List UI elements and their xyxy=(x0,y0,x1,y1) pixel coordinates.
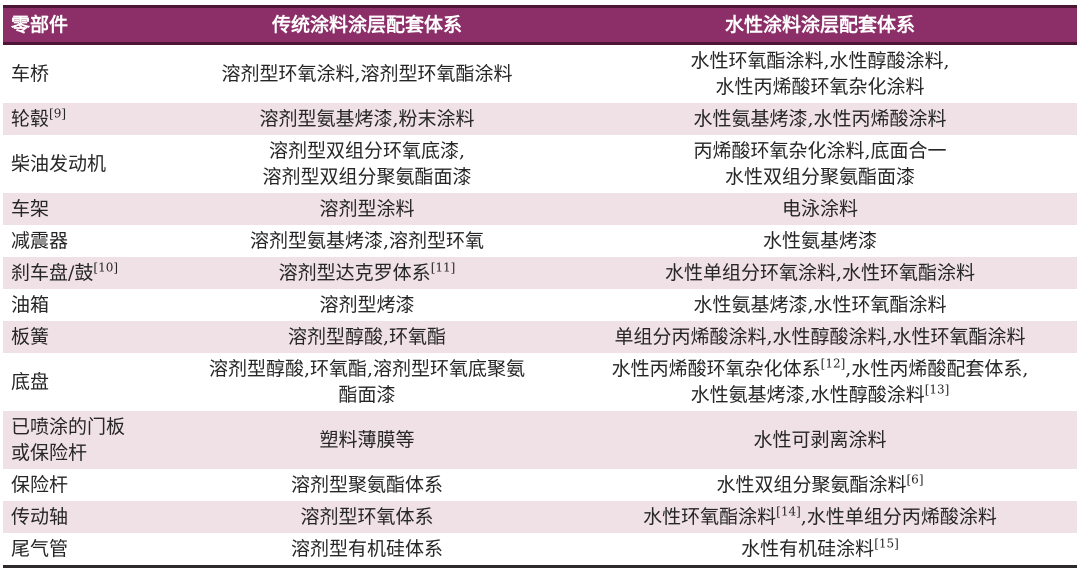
table-row: 车架 溶剂型涂料 电泳涂料 xyxy=(3,193,1077,225)
col-header-part: 零部件 xyxy=(3,5,171,45)
traditional-cell: 溶剂型氨基烤漆,粉末涂料 xyxy=(171,103,563,135)
waterborne-cell: 水性氨基烤漆 xyxy=(762,230,877,252)
part-cell: 尾气管 xyxy=(11,538,69,560)
traditional-cell: 溶剂型聚氨酯体系 xyxy=(290,474,443,496)
traditional-cell: 溶剂型烤漆 xyxy=(319,294,415,316)
waterborne-cell: 水性丙烯酸环氧杂化体系[12],水性丙烯酸配套体系, 水性氨基烤漆,水性醇酸涂料… xyxy=(611,356,1029,406)
part-cell: 已喷涂的门板 或保险杆 xyxy=(3,411,171,469)
table-row: 板簧 溶剂型醇酸,环氧酯 单组分丙烯酸涂料,水性醇酸涂料,水性环氧酯涂料 xyxy=(3,321,1077,353)
part-cell: 底盘 xyxy=(11,371,50,393)
waterborne-cell: 水性氨基烤漆,水性环氧酯涂料 xyxy=(693,294,947,316)
traditional-cell: 溶剂型氨基烤漆,溶剂型环氧 xyxy=(249,230,485,252)
traditional-cell: 溶剂型环氧体系 xyxy=(171,501,563,533)
traditional-cell: 溶剂型达克罗体系[11] xyxy=(171,257,563,289)
table-row: 尾气管 溶剂型有机硅体系 水性有机硅涂料[15] xyxy=(3,533,1077,567)
waterborne-cell: 水性有机硅涂料[15] xyxy=(741,536,899,560)
part-cell: 轮毂[9] xyxy=(3,103,171,135)
part-cell: 保险杆 xyxy=(11,474,69,496)
part-cell: 传动轴 xyxy=(3,501,171,533)
table-row: 柴油发动机 溶剂型双组分环氧底漆, 溶剂型双组分聚氨酯面漆 丙烯酸环氧杂化涂料,… xyxy=(3,135,1077,193)
waterborne-cell: 单组分丙烯酸涂料,水性醇酸涂料,水性环氧酯涂料 xyxy=(563,321,1077,353)
table-row: 刹车盘/鼓[10] 溶剂型达克罗体系[11] 水性单组分环氧涂料,水性环氧酯涂料 xyxy=(3,257,1077,289)
table-row: 减震器 溶剂型氨基烤漆,溶剂型环氧 水性氨基烤漆 xyxy=(3,225,1077,257)
part-cell: 油箱 xyxy=(11,294,50,316)
waterborne-cell: 电泳涂料 xyxy=(563,193,1077,225)
table-body: 车桥 溶剂型环氧涂料,溶剂型环氧酯涂料 水性环氧酯涂料,水性醇酸涂料, 水性丙烯… xyxy=(3,44,1077,567)
waterborne-cell: 水性单组分环氧涂料,水性环氧酯涂料 xyxy=(563,257,1077,289)
part-cell: 车架 xyxy=(3,193,171,225)
waterborne-cell: 丙烯酸环氧杂化涂料,底面合一 水性双组分聚氨酯面漆 xyxy=(693,140,947,188)
waterborne-cell: 水性氨基烤漆,水性丙烯酸涂料 xyxy=(563,103,1077,135)
table-row: 轮毂[9] 溶剂型氨基烤漆,粉末涂料 水性氨基烤漆,水性丙烯酸涂料 xyxy=(3,103,1077,135)
col-header-traditional: 传统涂料涂层配套体系 xyxy=(171,5,563,45)
header-row: 零部件 传统涂料涂层配套体系 水性涂料涂层配套体系 xyxy=(3,5,1077,45)
part-cell: 柴油发动机 xyxy=(11,153,107,175)
table-row: 油箱 溶剂型烤漆 水性氨基烤漆,水性环氧酯涂料 xyxy=(3,289,1077,321)
table-row: 保险杆 溶剂型聚氨酯体系 水性双组分聚氨酯涂料[6] xyxy=(3,469,1077,501)
waterborne-cell: 水性可剥离涂料 xyxy=(563,411,1077,469)
table-row: 底盘 溶剂型醇酸,环氧酯,溶剂型环氧底聚氨 酯面漆 水性丙烯酸环氧杂化体系[12… xyxy=(3,353,1077,411)
table-header: 零部件 传统涂料涂层配套体系 水性涂料涂层配套体系 xyxy=(3,5,1077,45)
traditional-cell: 塑料薄膜等 xyxy=(171,411,563,469)
coating-comparison-table: 零部件 传统涂料涂层配套体系 水性涂料涂层配套体系 车桥 溶剂型环氧涂料,溶剂型… xyxy=(3,5,1077,568)
traditional-cell: 溶剂型双组分环氧底漆, 溶剂型双组分聚氨酯面漆 xyxy=(262,140,472,188)
traditional-cell: 溶剂型涂料 xyxy=(171,193,563,225)
part-cell: 板簧 xyxy=(3,321,171,353)
waterborne-cell: 水性双组分聚氨酯涂料[6] xyxy=(716,472,924,496)
traditional-cell: 溶剂型醇酸,环氧酯 xyxy=(171,321,563,353)
waterborne-cell: 水性环氧酯涂料[14],水性单组分丙烯酸涂料 xyxy=(563,501,1077,533)
table-row: 车桥 溶剂型环氧涂料,溶剂型环氧酯涂料 水性环氧酯涂料,水性醇酸涂料, 水性丙烯… xyxy=(3,44,1077,104)
part-cell: 减震器 xyxy=(11,230,69,252)
traditional-cell: 溶剂型有机硅体系 xyxy=(290,538,443,560)
table-row: 已喷涂的门板 或保险杆 塑料薄膜等 水性可剥离涂料 xyxy=(3,411,1077,469)
table-row: 传动轴 溶剂型环氧体系 水性环氧酯涂料[14],水性单组分丙烯酸涂料 xyxy=(3,501,1077,533)
traditional-cell: 溶剂型醇酸,环氧酯,溶剂型环氧底聚氨 酯面漆 xyxy=(208,358,526,406)
part-cell: 车桥 xyxy=(11,63,50,85)
part-cell: 刹车盘/鼓[10] xyxy=(3,257,171,289)
col-header-waterborne: 水性涂料涂层配套体系 xyxy=(563,5,1077,45)
traditional-cell: 溶剂型环氧涂料,溶剂型环氧酯涂料 xyxy=(221,63,513,85)
waterborne-cell: 水性环氧酯涂料,水性醇酸涂料, 水性丙烯酸环氧杂化涂料 xyxy=(690,50,950,98)
